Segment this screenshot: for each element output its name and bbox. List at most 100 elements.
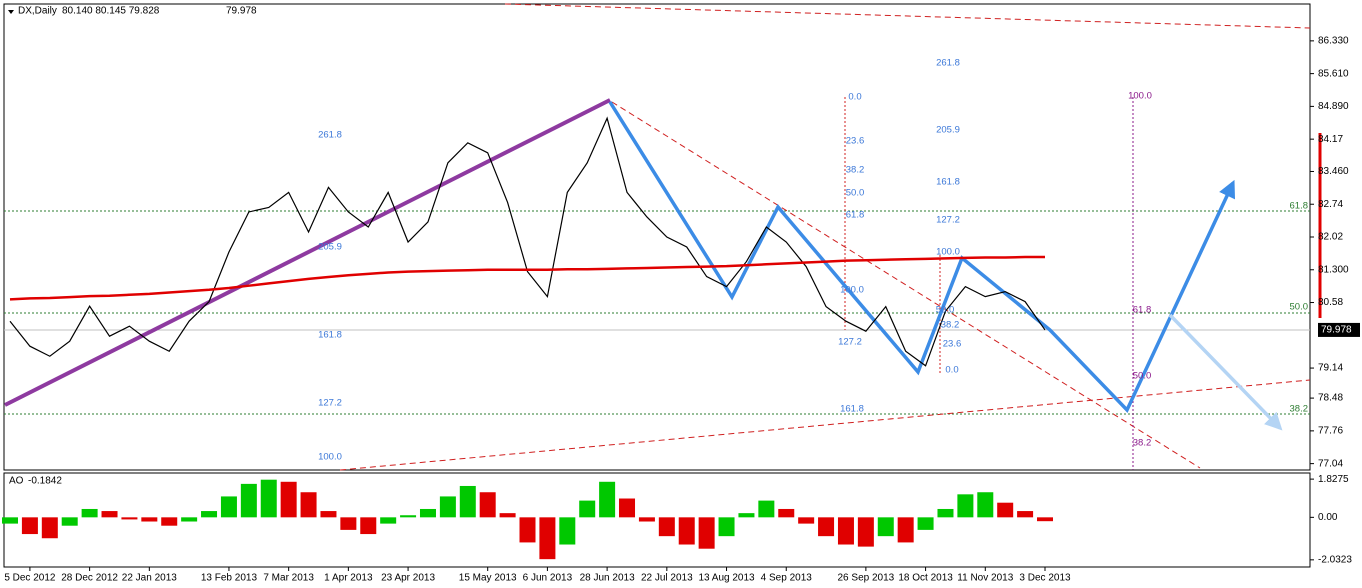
x-tick-label: 18 Oct 2013 [898, 573, 953, 584]
last-price-box [1318, 322, 1360, 337]
ao-bar [778, 508, 795, 518]
x-tick-label: 4 Sep 2013 [761, 573, 813, 584]
x-tick-label: 26 Sep 2013 [838, 573, 895, 584]
x-tick-label: 13 Aug 2013 [698, 573, 755, 584]
ao-bar [599, 481, 616, 518]
x-tick-label: 7 Mar 2013 [263, 573, 314, 584]
ao-bar [877, 517, 894, 537]
ao-bar [917, 517, 934, 530]
y-tick-label: 78.48 [1318, 393, 1343, 404]
ao-bar [638, 517, 655, 522]
last-price-label: 79.978 [1321, 325, 1352, 336]
ao-bar [479, 492, 496, 518]
y-tick-label: 80.58 [1318, 297, 1343, 308]
moving-average [9, 255, 1045, 301]
y-tick-label: 85.610 [1318, 68, 1349, 79]
ao-bar [459, 485, 476, 518]
ao-bar [400, 515, 417, 518]
fib-label: 38.2 [846, 165, 865, 176]
ao-bar [997, 502, 1014, 518]
x-tick-label: 22 Jan 2013 [122, 573, 177, 584]
y-tick-label: 84.890 [1318, 101, 1349, 112]
fib-label: 0.0 [848, 92, 861, 103]
ao-value: -0.1842 [28, 476, 62, 487]
fib-label: 50.0 [1133, 371, 1152, 382]
ao-bar [300, 492, 317, 518]
x-tick-label: 22 Jul 2013 [641, 573, 693, 584]
x-tick-label: 23 Apr 2013 [381, 573, 435, 584]
fib-label: 61.8 [846, 210, 865, 221]
main-frame [3, 3, 1311, 471]
fib-label: 38.2 [941, 320, 960, 331]
fib-label: 161.8 [840, 404, 864, 415]
ao-bar [360, 517, 377, 535]
y-tick-label: 81.300 [1318, 264, 1349, 275]
x-tick-label: 5 Dec 2012 [4, 573, 56, 584]
fib-label: 38.2 [1133, 438, 1152, 449]
price-line [9, 116, 1046, 367]
y-tick-label: 77.76 [1318, 426, 1343, 437]
x-tick-label: 6 Jun 2013 [523, 573, 573, 584]
header-close: 79.978 [226, 6, 257, 17]
fib-label: 38.2 [1290, 404, 1309, 415]
ao-bar [957, 494, 974, 518]
ao-bar [61, 517, 78, 526]
ao-bar [937, 508, 954, 518]
fib-label: 205.9 [936, 125, 960, 136]
fib-label: 23.6 [943, 339, 962, 350]
ao-bar [81, 508, 98, 518]
x-tick-label: 3 Dec 2013 [1019, 573, 1071, 584]
x-tick-label: 28 Jun 2013 [580, 573, 635, 584]
y-tick-label: 83.460 [1318, 166, 1349, 177]
trend-line [339, 379, 1311, 471]
fib-label: 50.0 [1290, 302, 1309, 313]
ao-bar [220, 496, 237, 518]
ao-bar [619, 498, 636, 518]
ao-bar [837, 517, 854, 545]
ao-bar [798, 517, 815, 524]
ao-bar [280, 481, 297, 518]
menu-arrow [8, 10, 14, 14]
x-tick-label: 28 Dec 2012 [61, 573, 118, 584]
zigzag-projection [608, 101, 1236, 414]
fib-label: 100.0 [1128, 91, 1152, 102]
fib-label: 161.8 [936, 177, 960, 188]
alt-projection [1168, 313, 1283, 431]
ao-bar [161, 517, 178, 526]
y-tick-label: 79.14 [1318, 363, 1343, 374]
ao-bar [1037, 517, 1053, 522]
ao-bar [201, 511, 218, 518]
ao-bar [320, 511, 337, 518]
ao-bar [519, 517, 536, 543]
ao-frame [3, 472, 1311, 568]
ao-bar [818, 517, 835, 537]
ao-bar [260, 479, 277, 518]
ao-bar [240, 483, 257, 518]
x-tick-label: 11 Nov 2013 [957, 573, 1013, 584]
fib-label: 100.0 [318, 452, 342, 463]
fib-label: 61.8 [1290, 201, 1309, 212]
ao-bar [499, 513, 516, 518]
drawings [4, 3, 1322, 471]
fib-label: 100.0 [840, 285, 864, 296]
ao-bar [121, 517, 138, 520]
y-tick-label: 82.02 [1318, 232, 1343, 243]
ao-bar [439, 496, 456, 518]
ao-bar [658, 517, 675, 537]
ao-bar [857, 517, 874, 547]
trend-line [611, 101, 1201, 469]
fib-label: 261.8 [936, 58, 960, 69]
ao-bar [181, 517, 198, 522]
header-prices: 80.140 80.145 79.828 [62, 6, 160, 17]
ao-bar [41, 517, 58, 539]
x-tick-label: 15 May 2013 [459, 573, 517, 584]
purple-trendline [4, 98, 611, 407]
chart-title: DX,Daily [18, 6, 57, 17]
ao-bar [380, 517, 397, 524]
ao-bar [758, 500, 775, 518]
y-tick-label: 82.74 [1318, 199, 1343, 210]
ao-bar [559, 517, 576, 545]
fib-label: 261.8 [318, 130, 342, 141]
ao-bar [977, 492, 994, 518]
